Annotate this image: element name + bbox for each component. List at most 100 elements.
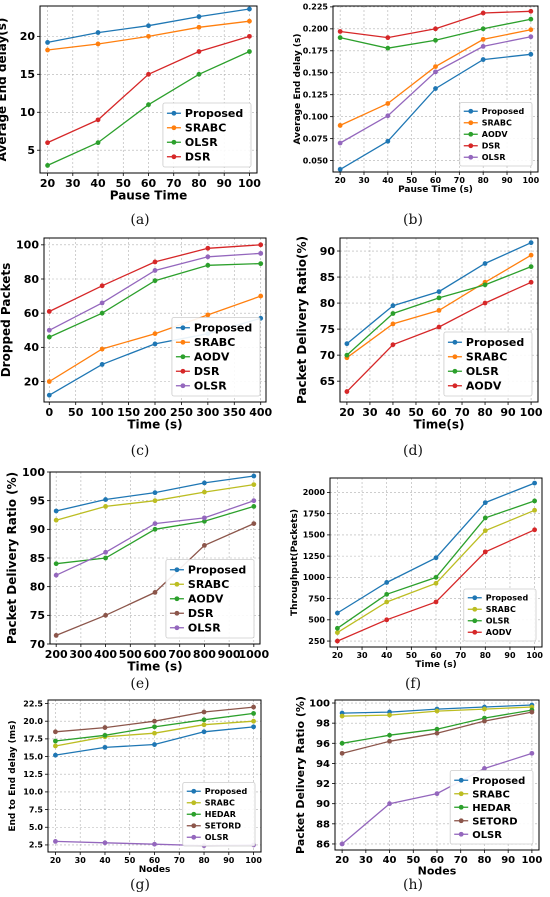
y-tick-label: 96 xyxy=(316,739,330,750)
legend-entry: Proposed xyxy=(472,776,525,787)
data-point xyxy=(434,708,440,714)
data-point xyxy=(385,138,391,144)
y-tick-label: 100 xyxy=(22,466,45,479)
legend-marker xyxy=(458,804,464,810)
data-point xyxy=(202,489,207,495)
legend-entry: HEDAR xyxy=(205,810,236,819)
y-tick-label: 10 xyxy=(20,106,36,119)
data-point xyxy=(480,26,486,32)
legend-entry: AODV xyxy=(194,351,230,364)
data-point xyxy=(433,26,438,32)
data-point xyxy=(46,327,52,333)
legend-marker xyxy=(452,354,458,360)
x-tick-label: 40 xyxy=(381,651,393,660)
data-point xyxy=(433,599,439,605)
legend-entry: SRABC xyxy=(185,122,226,135)
x-tick-label: 70 xyxy=(454,406,470,419)
y-tick-label: 0.150 xyxy=(303,69,329,78)
legend-marker xyxy=(191,834,197,840)
data-point xyxy=(528,8,534,14)
legend-marker xyxy=(468,108,474,114)
data-point xyxy=(102,840,108,846)
legend-marker xyxy=(180,354,186,360)
data-point xyxy=(344,341,350,347)
x-tick-label: 50 xyxy=(68,406,84,419)
y-tick-label: 85 xyxy=(320,271,335,284)
x-tick-label: 20 xyxy=(50,856,62,865)
y-tick-label: 0.125 xyxy=(303,91,329,100)
data-point xyxy=(152,498,158,504)
data-point xyxy=(482,282,488,288)
data-point xyxy=(95,41,101,47)
x-tick-label: 100 xyxy=(526,651,543,660)
chart-h: 20 30 40 50 60 70 80 90 100 86 88 90 92 94 96 98 100 Node… xyxy=(294,696,542,877)
data-point xyxy=(99,362,105,367)
data-point xyxy=(201,729,207,735)
legend-entry: OLSR xyxy=(466,365,499,378)
data-point xyxy=(146,33,151,39)
legend-marker xyxy=(191,788,197,794)
y-tick-label: 1250 xyxy=(303,552,326,561)
data-point xyxy=(53,561,59,567)
x-tick-label: 90 xyxy=(500,406,516,419)
x-tick-label: 90 xyxy=(501,855,515,866)
legend-entry: DSR xyxy=(185,151,211,164)
y-tick-label: 85 xyxy=(30,552,45,565)
data-point xyxy=(258,261,264,267)
x-tick-label: 800 xyxy=(193,648,216,661)
legend-entry: AODV xyxy=(482,130,509,139)
data-point xyxy=(46,379,52,384)
y-tick-label: 0.225 xyxy=(303,3,329,12)
data-point xyxy=(152,278,158,284)
data-point xyxy=(387,712,392,718)
y-tick-label: 80 xyxy=(320,297,336,310)
data-point xyxy=(251,711,256,716)
data-point xyxy=(152,742,157,747)
data-point xyxy=(45,163,50,168)
x-tick-label: 80 xyxy=(480,651,492,660)
y-tick-label: 98 xyxy=(316,719,330,730)
legend-marker xyxy=(171,139,177,145)
chart-d: 20 30 40 50 60 70 80 90 100 65 70 75 80 85 90 Time(s) Pa… xyxy=(295,236,543,432)
legend-marker xyxy=(472,595,478,601)
x-tick-label: 30 xyxy=(65,177,81,190)
data-point xyxy=(480,10,486,16)
legend-marker xyxy=(171,110,177,116)
data-point xyxy=(433,69,438,75)
x-tick-label: 80 xyxy=(477,855,491,866)
legend-marker xyxy=(468,143,474,149)
legend-entry: DSR xyxy=(194,365,220,378)
y-tick-label: 20 xyxy=(20,30,36,43)
legend-entry: HEDAR xyxy=(472,803,511,814)
data-point xyxy=(99,300,105,306)
data-point xyxy=(390,321,396,327)
data-point xyxy=(53,517,59,523)
y-tick-label: 70 xyxy=(320,349,336,362)
y-tick-label: 80 xyxy=(30,581,46,594)
legend-marker xyxy=(174,610,180,616)
legend-entry: OLSR xyxy=(194,380,227,393)
data-point xyxy=(152,724,157,730)
legend-marker xyxy=(472,606,478,612)
data-point xyxy=(247,18,252,24)
caption-e: (e) xyxy=(130,676,150,692)
x-tick-label: 100 xyxy=(245,856,262,865)
caption-d: (d) xyxy=(403,443,423,459)
y-tick-label: 0.100 xyxy=(303,112,329,121)
y-tick-label: 17.5 xyxy=(23,735,43,744)
plot-frame xyxy=(339,237,539,403)
legend-entry: Proposed xyxy=(486,594,529,603)
data-point xyxy=(528,264,534,270)
legend-marker xyxy=(191,823,197,829)
x-tick-label: 40 xyxy=(90,177,106,190)
data-point xyxy=(95,117,101,123)
x-tick-label: 250 xyxy=(170,406,193,419)
x-tick-label: 20 xyxy=(332,651,344,660)
data-point xyxy=(528,34,534,40)
legend-box xyxy=(182,782,256,847)
data-point xyxy=(529,750,535,756)
plot-frame xyxy=(332,5,539,173)
y-tick-label: 12.5 xyxy=(23,770,43,779)
chart-a: 20 30 40 50 60 70 80 90 100 5 10 15 20 Pause Time Aver… xyxy=(0,5,261,203)
